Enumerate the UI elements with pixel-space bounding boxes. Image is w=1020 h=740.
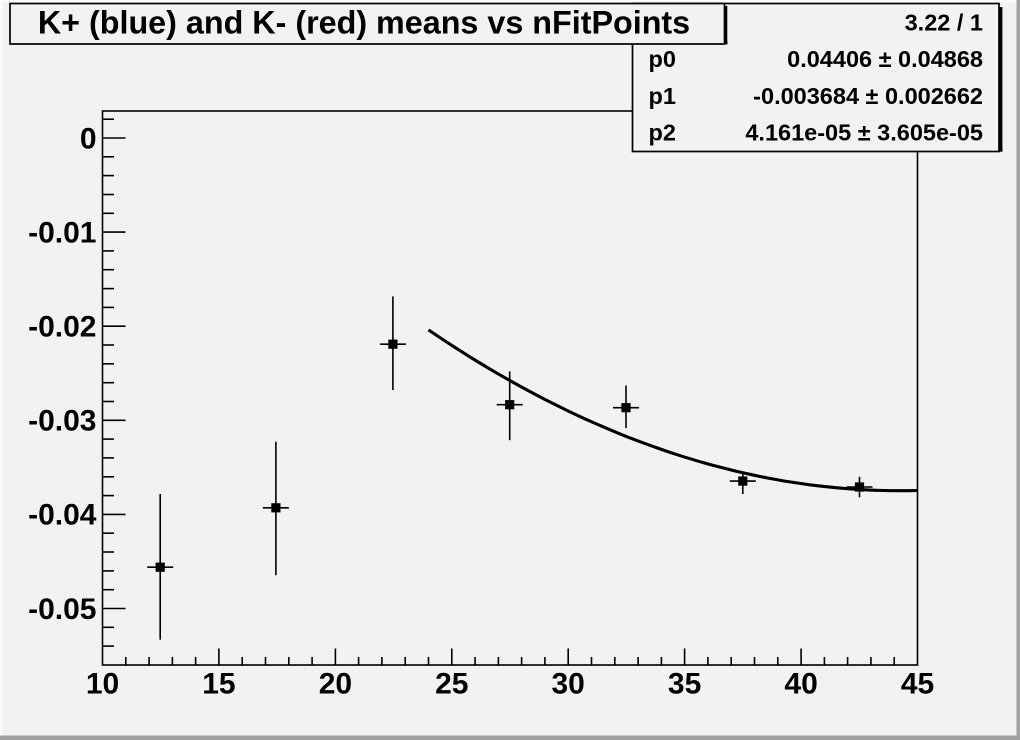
svg-text:0.04406 ± 0.04868: 0.04406 ± 0.04868 xyxy=(787,46,983,72)
svg-text:10: 10 xyxy=(86,668,119,701)
svg-text:-0.003684 ± 0.002662: -0.003684 ± 0.002662 xyxy=(753,83,983,109)
svg-text:30: 30 xyxy=(552,668,585,701)
svg-text:-0.02: -0.02 xyxy=(28,311,96,344)
svg-text:p1: p1 xyxy=(649,83,676,109)
svg-text:p2: p2 xyxy=(649,120,676,146)
svg-text:-0.05: -0.05 xyxy=(28,593,96,626)
svg-text:K+ (blue) and K- (red) means v: K+ (blue) and K- (red) means vs nFitPoin… xyxy=(38,5,690,41)
svg-text:3.22 / 1: 3.22 / 1 xyxy=(905,10,983,36)
svg-text:-0.04: -0.04 xyxy=(28,499,97,532)
svg-text:4.161e-05 ± 3.605e-05: 4.161e-05 ± 3.605e-05 xyxy=(745,120,983,146)
svg-text:-0.03: -0.03 xyxy=(28,405,96,438)
svg-text:45: 45 xyxy=(901,668,934,701)
svg-text:35: 35 xyxy=(668,668,701,701)
svg-text:25: 25 xyxy=(435,668,468,701)
svg-text:p0: p0 xyxy=(649,46,676,72)
svg-text:0: 0 xyxy=(80,122,97,155)
svg-text:40: 40 xyxy=(784,668,817,701)
svg-text:-0.01: -0.01 xyxy=(28,216,96,249)
svg-text:20: 20 xyxy=(319,668,352,701)
svg-text:15: 15 xyxy=(202,668,235,701)
